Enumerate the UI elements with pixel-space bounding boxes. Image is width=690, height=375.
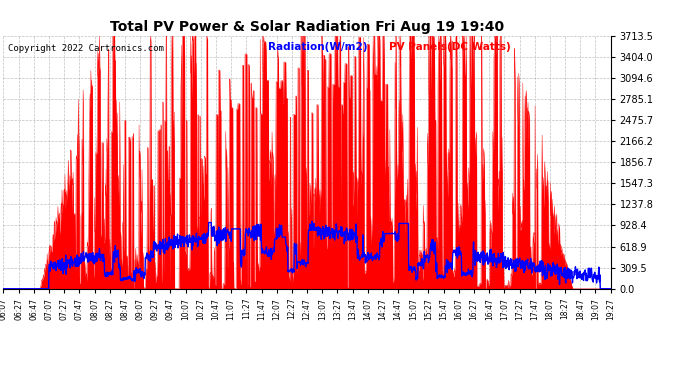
Text: Copyright 2022 Cartronics.com: Copyright 2022 Cartronics.com [8, 44, 164, 52]
Text: PV Panels(DC Watts): PV Panels(DC Watts) [389, 42, 511, 52]
Title: Total PV Power & Solar Radiation Fri Aug 19 19:40: Total PV Power & Solar Radiation Fri Aug… [110, 21, 504, 34]
Text: Radiation(W/m2): Radiation(W/m2) [268, 42, 367, 52]
